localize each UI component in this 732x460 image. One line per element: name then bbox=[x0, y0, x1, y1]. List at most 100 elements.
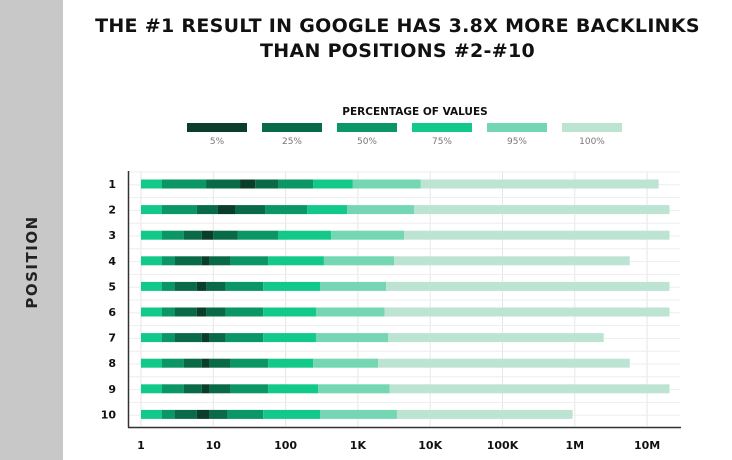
bar-segment-pos3 bbox=[161, 230, 184, 240]
y-tick-label: 9 bbox=[108, 383, 116, 396]
x-tick-label: 1M bbox=[565, 439, 584, 452]
chart-title-line-2: THAN POSITIONS #2-#10 bbox=[260, 40, 535, 62]
bar-segment-pos3 bbox=[404, 230, 670, 240]
bar-segment-pos8 bbox=[378, 358, 630, 368]
bar-segment-pos4 bbox=[174, 256, 202, 266]
bar-segment-pos2 bbox=[196, 205, 218, 215]
bar-segment-pos9 bbox=[141, 384, 162, 394]
y-tick-label: 2 bbox=[108, 204, 116, 217]
bar-segment-pos10 bbox=[227, 409, 264, 419]
bar-segment-pos10 bbox=[161, 409, 175, 419]
legend-swatch-95pct bbox=[487, 123, 547, 132]
legend-label: 100% bbox=[579, 137, 605, 147]
y-tick-label: 4 bbox=[108, 255, 116, 268]
y-tick-label: 7 bbox=[108, 332, 116, 345]
bar-segment-pos8 bbox=[141, 358, 162, 368]
bar-segment-pos10 bbox=[263, 409, 321, 419]
bar-segment-pos4 bbox=[268, 256, 324, 266]
bar-segment-pos7 bbox=[161, 333, 175, 343]
bar-segment-pos6 bbox=[225, 307, 264, 317]
bar-segment-pos6 bbox=[141, 307, 162, 317]
bar-segment-pos1 bbox=[313, 179, 353, 189]
y-tick-label: 10 bbox=[101, 408, 117, 421]
legend-swatch-25pct bbox=[262, 123, 322, 132]
y-tick-label: 8 bbox=[108, 357, 116, 370]
legend-label: 75% bbox=[432, 137, 452, 147]
bar-segment-pos7 bbox=[209, 333, 226, 343]
x-tick-label: 10M bbox=[634, 439, 660, 452]
bar-segment-pos2 bbox=[234, 205, 266, 215]
legend-swatch-5pct bbox=[187, 123, 247, 132]
bar-segment-pos5 bbox=[386, 281, 670, 291]
bar-segment-pos2 bbox=[414, 205, 670, 215]
bar-segment-pos4 bbox=[141, 256, 162, 266]
bar-segment-pos9 bbox=[201, 384, 210, 394]
bar-segment-pos2 bbox=[347, 205, 415, 215]
bar-segment-pos2 bbox=[265, 205, 308, 215]
bar-segment-pos1 bbox=[255, 179, 279, 189]
y-axis-sidebar bbox=[0, 0, 63, 460]
x-tick-label: 100 bbox=[274, 439, 297, 452]
x-tick-label: 100K bbox=[487, 439, 519, 452]
bar-segment-pos2 bbox=[161, 205, 197, 215]
bar-segment-pos9 bbox=[318, 384, 390, 394]
bar-segment-pos8 bbox=[230, 358, 269, 368]
bar-segment-pos10 bbox=[196, 409, 210, 419]
bar-segment-pos7 bbox=[315, 333, 389, 343]
y-tick-label: 1 bbox=[108, 178, 116, 191]
bar-segment-pos8 bbox=[161, 358, 184, 368]
bar-segment-pos7 bbox=[263, 333, 316, 343]
bar-segment-pos2 bbox=[141, 205, 162, 215]
bar-segment-pos10 bbox=[396, 409, 573, 419]
bar-segment-pos3 bbox=[237, 230, 279, 240]
legend-label: 95% bbox=[507, 137, 527, 147]
bar-segment-pos4 bbox=[201, 256, 210, 266]
bar-segment-pos7 bbox=[174, 333, 202, 343]
chart-title-line-1: THE #1 RESULT IN GOOGLE HAS 3.8X MORE BA… bbox=[95, 15, 700, 37]
bar-segment-pos7 bbox=[225, 333, 264, 343]
y-tick-label: 5 bbox=[108, 280, 116, 293]
bar-segment-pos5 bbox=[263, 281, 321, 291]
bar-segment-pos6 bbox=[315, 307, 385, 317]
bar-segment-pos5 bbox=[225, 281, 264, 291]
bar-segment-pos9 bbox=[268, 384, 319, 394]
bar-segment-pos4 bbox=[209, 256, 231, 266]
bar-segment-pos1 bbox=[278, 179, 314, 189]
bar-segment-pos6 bbox=[161, 307, 175, 317]
bar-segment-pos8 bbox=[209, 358, 231, 368]
bar-segment-pos5 bbox=[206, 281, 226, 291]
legend-swatch-100pct bbox=[562, 123, 622, 132]
x-tick-label: 10 bbox=[206, 439, 222, 452]
legend-swatch-75pct bbox=[412, 123, 472, 132]
bar-segment-pos3 bbox=[201, 230, 214, 240]
bar-segment-pos6 bbox=[174, 307, 197, 317]
bar-segment-pos8 bbox=[313, 358, 379, 368]
bar-segment-pos1 bbox=[420, 179, 659, 189]
bar-segment-pos1 bbox=[161, 179, 207, 189]
bar-segment-pos7 bbox=[201, 333, 210, 343]
legend-title: PERCENTAGE OF VALUES bbox=[342, 106, 488, 118]
legend-swatch-50pct bbox=[337, 123, 397, 132]
bar-segment-pos3 bbox=[331, 230, 405, 240]
bar-segment-pos4 bbox=[161, 256, 175, 266]
legend-label: 50% bbox=[357, 137, 377, 147]
bar-segment-pos3 bbox=[183, 230, 202, 240]
bar-segment-pos8 bbox=[183, 358, 202, 368]
bar-segment-pos4 bbox=[394, 256, 630, 266]
bar-segment-pos3 bbox=[278, 230, 332, 240]
legend-label: 25% bbox=[282, 137, 302, 147]
y-tick-label: 6 bbox=[108, 306, 116, 319]
bar-segment-pos5 bbox=[141, 281, 162, 291]
bar-segment-pos4 bbox=[230, 256, 269, 266]
bar-segment-pos5 bbox=[196, 281, 207, 291]
x-tick-label: 1 bbox=[137, 439, 145, 452]
x-tick-label: 1K bbox=[350, 439, 367, 452]
bar-segment-pos9 bbox=[209, 384, 231, 394]
bar-segment-pos6 bbox=[206, 307, 226, 317]
x-tick-label: 10K bbox=[418, 439, 442, 452]
bar-segment-pos3 bbox=[213, 230, 238, 240]
y-tick-label: 3 bbox=[108, 229, 116, 242]
bar-segment-pos1 bbox=[206, 179, 241, 189]
bar-segment-pos6 bbox=[384, 307, 670, 317]
